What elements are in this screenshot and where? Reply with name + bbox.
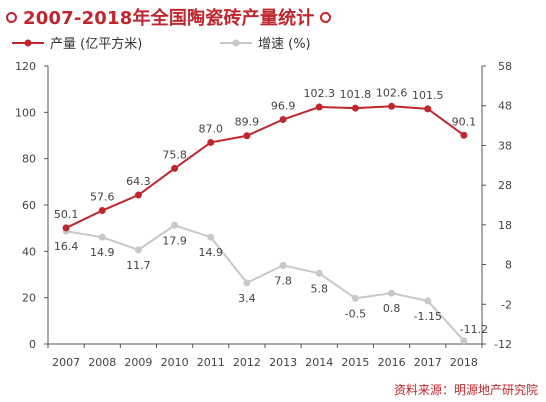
data-label-growth: 11.7	[126, 259, 151, 272]
right-tick-label: 48	[498, 100, 512, 113]
data-label-growth: 16.4	[54, 240, 79, 253]
left-tick-label: 60	[22, 199, 36, 212]
legend-label-production: 产量 (亿平方米)	[50, 36, 142, 52]
data-point-growth	[134, 246, 142, 254]
legend-marker-production	[24, 39, 32, 47]
data-point-production	[424, 105, 432, 113]
left-tick-label: 20	[22, 292, 36, 305]
data-label-production: 64.3	[126, 175, 151, 188]
data-label-production: 75.8	[162, 148, 187, 161]
data-point-growth	[171, 221, 179, 229]
data-label-production: 50.1	[54, 208, 79, 221]
data-label-production: 102.3	[304, 87, 336, 100]
data-label-growth: 0.8	[383, 302, 401, 315]
data-point-growth	[424, 297, 432, 305]
right-tick-label: 38	[498, 139, 512, 152]
data-point-production	[134, 191, 142, 199]
data-point-growth	[243, 279, 251, 287]
x-tick-label: 2012	[233, 356, 261, 369]
chart-title-row: 2007-2018年全国陶瓷砖产量统计	[6, 4, 540, 30]
data-point-production	[315, 103, 323, 111]
x-tick-label: 2014	[305, 356, 333, 369]
data-label-growth: 14.9	[199, 246, 224, 259]
data-label-growth: -1.15	[414, 310, 442, 323]
x-tick-label: 2010	[161, 356, 189, 369]
data-label-growth: 14.9	[90, 246, 115, 259]
data-point-growth	[460, 337, 468, 345]
data-point-production	[279, 116, 287, 124]
x-tick-label: 2009	[124, 356, 152, 369]
data-label-growth: 5.8	[311, 282, 329, 295]
x-tick-label: 2015	[341, 356, 369, 369]
data-point-growth	[388, 289, 396, 297]
title-circle-icon	[320, 11, 332, 23]
data-label-production: 90.1	[452, 115, 477, 128]
data-label-production: 57.6	[90, 191, 115, 204]
data-point-production	[98, 207, 106, 215]
data-label-production: 96.9	[271, 100, 296, 113]
data-label-growth: 17.9	[162, 234, 187, 247]
series-line-production	[65, 105, 465, 229]
right-tick-label: 28	[498, 179, 512, 192]
x-tick-label: 2007	[52, 356, 80, 369]
x-tick-label: 2013	[269, 356, 297, 369]
data-label-production: 102.6	[376, 86, 408, 99]
data-point-production	[351, 104, 359, 112]
data-label-production: 101.8	[340, 88, 372, 101]
left-tick-label: 120	[15, 60, 36, 73]
data-label-production: 89.9	[235, 116, 260, 129]
data-point-growth	[279, 261, 287, 269]
right-tick-label: -2	[501, 298, 512, 311]
data-point-production	[171, 164, 179, 172]
data-label-growth: -0.5	[345, 307, 366, 320]
data-point-production	[243, 132, 251, 140]
data-point-growth	[98, 233, 106, 241]
legend-marker-growth	[232, 39, 240, 47]
data-label-growth: 7.8	[274, 274, 292, 287]
right-tick-label: -12	[494, 338, 512, 351]
data-point-production	[388, 102, 396, 110]
data-point-production	[207, 138, 215, 146]
left-tick-label: 100	[15, 106, 36, 119]
data-point-growth	[315, 269, 323, 277]
title-circle-icon	[6, 11, 17, 23]
data-point-growth	[351, 294, 359, 302]
left-tick-label: 80	[22, 153, 36, 166]
right-tick-label: 18	[498, 219, 512, 232]
x-tick-label: 2008	[88, 356, 116, 369]
right-tick-label: 58	[498, 60, 512, 73]
x-tick-label: 2018	[450, 356, 478, 369]
series-line-growth	[65, 224, 465, 342]
data-point-production	[460, 131, 468, 139]
x-tick-label: 2011	[197, 356, 225, 369]
right-tick-label: 8	[505, 259, 512, 272]
data-label-growth: -11.2	[460, 323, 488, 336]
data-label-production: 87.0	[199, 122, 224, 135]
left-tick-label: 0	[29, 338, 36, 351]
x-tick-label: 2016	[378, 356, 406, 369]
data-point-growth	[207, 233, 215, 241]
data-label-growth: 3.4	[238, 292, 256, 305]
left-tick-label: 40	[22, 245, 36, 258]
legend-label-growth: 增速 (%)	[258, 37, 311, 52]
source-note: 资料来源：明源地产研究院	[393, 383, 538, 397]
x-tick-label: 2017	[414, 356, 442, 369]
chart-title: 2007-2018年全国陶瓷砖产量统计	[23, 8, 315, 29]
data-point-production	[62, 224, 70, 232]
data-label-production: 101.5	[412, 89, 444, 102]
